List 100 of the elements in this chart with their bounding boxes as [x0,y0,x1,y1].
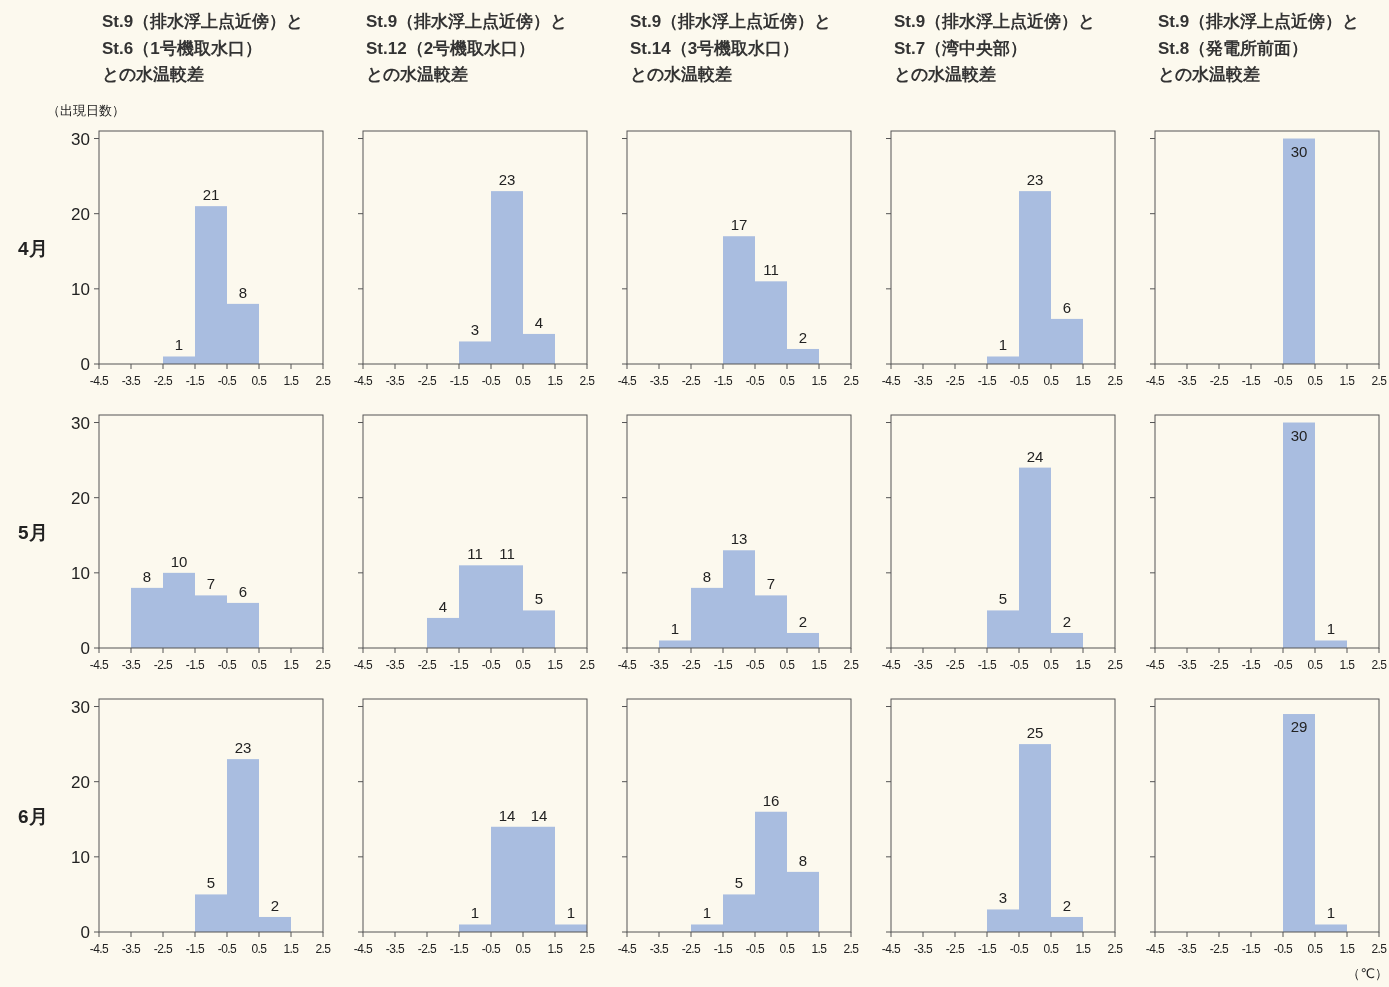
x-tick-label: -1.5 [185,374,206,388]
x-tick-label: 0.5 [515,374,532,388]
x-tick-label: -3.5 [649,658,670,672]
x-tick-label: -1.5 [185,658,206,672]
x-tick-label: -1.5 [977,942,998,956]
chart-title: St.9（排水浮上点近傍）とSt.8（発電所前面）との水温較差 [1158,12,1360,84]
y-axis-title: 6月 [18,805,48,827]
data-label: 23 [498,171,516,189]
y-axis-title: 5月 [18,521,48,543]
x-tick-label: 0.5 [1307,374,1324,388]
x-tick-label: 0.5 [251,374,268,388]
x-tick-label: -0.5 [1273,942,1294,956]
x-tick-label: -4.5 [617,658,638,672]
x-tick-label: 2.5 [1371,942,1388,956]
y-tick-label: 10 [71,279,90,299]
x-tick-label: -1.5 [977,374,998,388]
x-tick-label: -4.5 [353,658,374,672]
x-tick-label: -3.5 [121,658,142,672]
data-label: 2 [1062,612,1072,630]
x-tick-label: -2.5 [153,658,174,672]
data-label: 14 [530,806,548,824]
data-label: 1 [998,336,1008,354]
data-label: 23 [1026,171,1044,189]
text: （出現日数） [47,103,125,118]
x-tick-label: 0.5 [251,658,268,672]
data-label: 1 [1326,904,1336,922]
x-tick-label: -2.5 [681,942,702,956]
x-tick-label: -4.5 [1145,658,1166,672]
data-label: 2 [798,612,808,630]
data-label: 16 [762,791,780,809]
x-tick-label: 0.5 [779,942,796,956]
x-tick-label: 2.5 [579,942,596,956]
data-label: 1 [470,904,480,922]
y-tick-label: 0 [80,355,90,374]
chart-title: St.9（排水浮上点近傍）とSt.12（2号機取水口）との水温較差 [366,12,568,84]
x-tick-label: -3.5 [121,942,142,956]
x-tick-label: -1.5 [1241,942,1262,956]
data-label: 4 [534,313,544,331]
data-label: 11 [499,545,515,563]
data-label: 7 [766,575,776,593]
data-label: 8 [702,567,712,585]
data-label: 5 [734,874,744,892]
x-tick-label: -0.5 [1273,374,1294,388]
data-label: 5 [998,590,1008,608]
x-tick-label: -2.5 [153,942,174,956]
x-tick-label: -0.5 [481,942,502,956]
x-tick-label: 0.5 [1043,374,1060,388]
x-tick-label: -0.5 [1273,658,1294,672]
data-label: 3 [998,889,1008,907]
data-label: 1 [702,904,712,922]
data-label: 13 [730,530,748,548]
y-tick-label: 10 [71,563,90,583]
x-tick-label: 1.5 [811,374,828,388]
data-label: 24 [1026,447,1044,465]
data-label: 17 [730,216,748,234]
data-label: 7 [206,575,216,593]
x-tick-label: -2.5 [945,374,966,388]
x-tick-label: 2.5 [1371,658,1388,672]
x-tick-label: 0.5 [1043,658,1060,672]
y-tick-label: 10 [71,847,90,867]
data-label: 1 [566,904,576,922]
x-tick-label: 2.5 [1107,658,1124,672]
data-label: 2 [798,328,808,346]
x-tick-label: -3.5 [1177,942,1198,956]
x-tick-label: 2.5 [579,374,596,388]
x-tick-label: -2.5 [681,374,702,388]
x-tick-label: 2.5 [315,374,332,388]
x-tick-label: -1.5 [1241,658,1262,672]
data-label: 30 [1290,426,1308,444]
x-tick-label: 2.5 [843,374,860,388]
data-label: 8 [238,283,248,301]
y-tick-label: 0 [80,639,90,658]
chart-title: St.9（排水浮上点近傍）とSt.14（3号機取水口）との水温較差 [630,12,832,84]
data-label: 29 [1290,718,1308,736]
x-tick-label: -4.5 [89,942,110,956]
x-tick-label: -4.5 [1145,942,1166,956]
x-tick-label: -3.5 [385,942,406,956]
x-tick-label: 1.5 [1339,942,1356,956]
x-tick-label: -0.5 [1009,374,1030,388]
data-label: 3 [470,321,480,339]
x-axis-title: （℃） [1347,966,1388,981]
y-tick-label: 30 [71,697,90,717]
data-label: 2 [1062,896,1072,914]
x-tick-label: 0.5 [1307,658,1324,672]
y-tick-label: 20 [71,204,90,224]
x-tick-label: -1.5 [977,658,998,672]
x-tick-label: -4.5 [89,658,110,672]
x-tick-label: -3.5 [385,374,406,388]
x-tick-label: -0.5 [745,374,766,388]
x-tick-label: 1.5 [547,942,564,956]
data-label: 6 [1062,298,1072,316]
x-tick-label: -4.5 [353,942,374,956]
data-label: 5 [534,590,544,608]
x-tick-label: -2.5 [945,658,966,672]
data-label: 11 [763,261,779,279]
data-label: 4 [438,597,448,615]
x-tick-label: -1.5 [713,374,734,388]
data-label: 8 [798,851,808,869]
x-tick-label: 2.5 [315,942,332,956]
x-tick-label: 0.5 [779,374,796,388]
